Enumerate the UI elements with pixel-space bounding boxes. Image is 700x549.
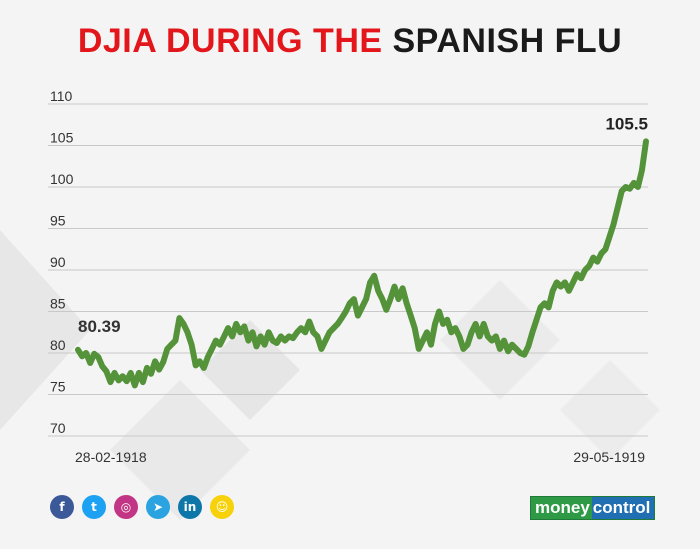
y-tick-label: 105 — [50, 130, 74, 146]
y-tick-label: 70 — [50, 420, 66, 436]
title-black-part: SPANISH FLU — [392, 22, 623, 60]
twitter-icon[interactable]: t — [82, 495, 106, 519]
logo-control-text: control — [591, 497, 655, 519]
telegram-icon[interactable]: ➤ — [146, 495, 170, 519]
linkedin-icon[interactable]: in — [178, 495, 202, 519]
start-value-label: 80.39 — [78, 317, 121, 336]
logo-money-text: money — [531, 497, 592, 519]
y-tick-label: 110 — [50, 88, 73, 104]
x-start-label: 28-02-1918 — [75, 449, 147, 465]
end-value-label: 105.5 — [605, 114, 648, 133]
snapchat-icon[interactable]: ☺ — [210, 495, 234, 519]
moneycontrol-logo: money control — [530, 496, 656, 520]
chart-title: DJIA DURING THE SPANISH FLU — [0, 22, 700, 61]
y-tick-label: 80 — [50, 337, 66, 353]
social-icons: f t ◎ ➤ in ☺ — [50, 495, 234, 519]
y-tick-label: 100 — [50, 171, 74, 187]
y-tick-label: 90 — [50, 254, 66, 270]
y-tick-label: 75 — [50, 379, 66, 395]
y-tick-label: 85 — [50, 296, 66, 312]
facebook-icon[interactable]: f — [50, 495, 74, 519]
djia-series-line — [75, 138, 649, 389]
x-end-label: 29-05-1919 — [573, 449, 645, 465]
y-tick-label: 95 — [50, 213, 66, 229]
instagram-icon[interactable]: ◎ — [114, 495, 138, 519]
title-red-part: DJIA DURING THE — [77, 22, 383, 60]
